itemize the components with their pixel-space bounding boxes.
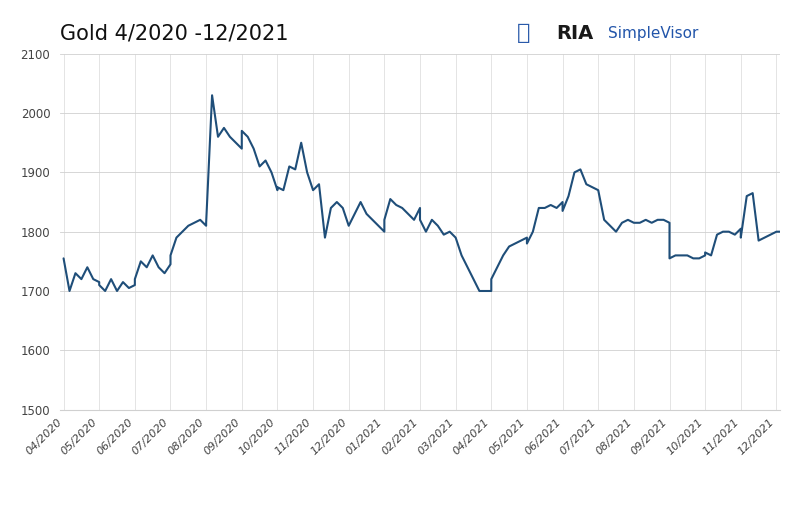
Text: #1a1a1a: #1a1a1a <box>492 32 498 33</box>
Text: RIA: RIA <box>556 24 594 43</box>
Text: Gold 4/2020 -12/2021: Gold 4/2020 -12/2021 <box>60 24 289 44</box>
Text: SimpleVisor: SimpleVisor <box>608 26 698 41</box>
Text: ⮣: ⮣ <box>518 23 530 44</box>
